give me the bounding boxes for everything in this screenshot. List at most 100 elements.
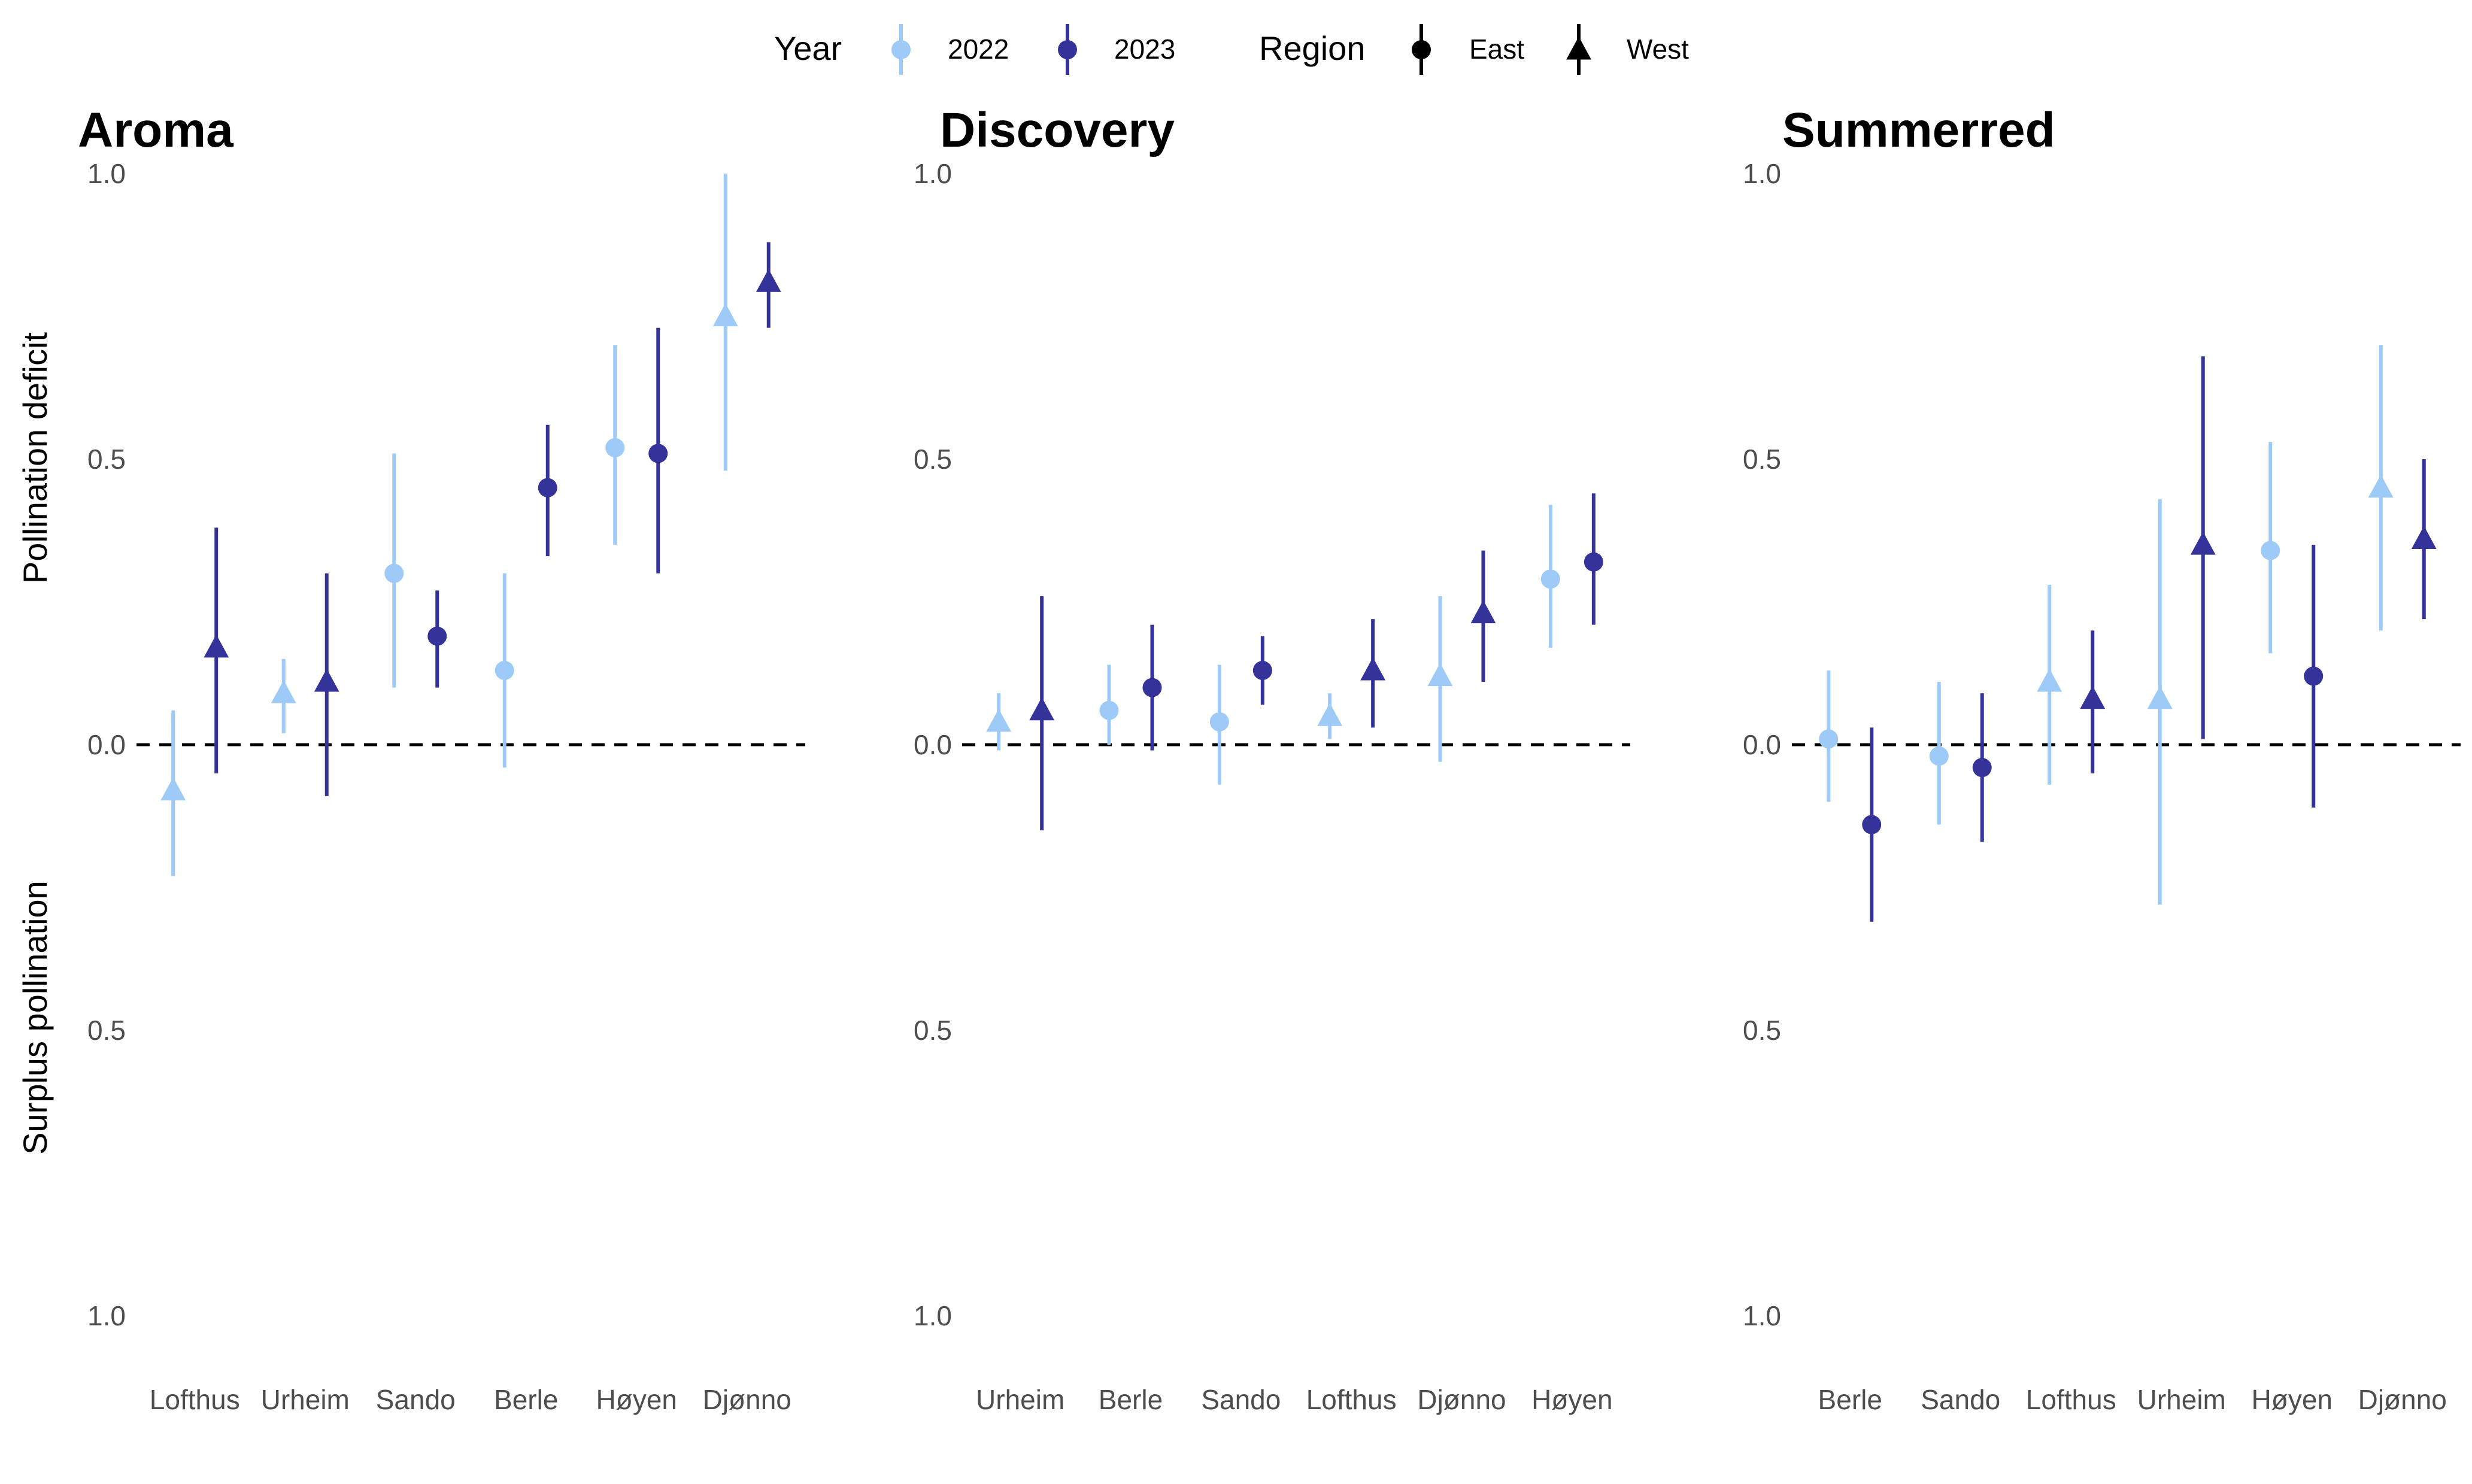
point-marker [314, 669, 339, 692]
y-tick-label: 1.0 [1743, 158, 1781, 189]
point-hoyen-2023 [1584, 493, 1603, 625]
point-marker [756, 269, 781, 292]
panel-title: Summerred [1782, 103, 2055, 157]
point-sando-2022 [1209, 664, 1229, 785]
point-sando-2023 [427, 590, 447, 688]
y-tick-label: 0.5 [87, 444, 126, 475]
x-tick-label-urheim: Urheim [2137, 1384, 2226, 1415]
legend-marker-east [1412, 40, 1431, 59]
point-berle-2023 [538, 424, 557, 557]
point-lofthus-2023 [2080, 630, 2106, 773]
point-marker [1360, 657, 1386, 681]
point-hoyen-2023 [648, 327, 668, 573]
point-marker [648, 444, 668, 463]
point-berle-2023 [1142, 624, 1162, 751]
point-urheim-2023 [1029, 596, 1055, 831]
x-tick-label-hoyen: Høyen [2252, 1384, 2333, 1415]
point-marker [1252, 660, 1272, 680]
x-tick-label-djonno: Djønno [1417, 1384, 1506, 1415]
point-lofthus-2022 [2037, 584, 2062, 785]
point-djonno-2023 [756, 242, 781, 328]
point-marker [1029, 697, 1055, 721]
point-hoyen-2023 [2304, 545, 2324, 808]
y-axis-label-deficit: Pollination deficit [16, 332, 54, 584]
point-marker [2411, 526, 2437, 550]
legend: Year Region 2022 2023 East West [774, 24, 1689, 75]
point-djonno-2023 [1470, 550, 1496, 682]
point-marker [2304, 666, 2324, 686]
point-marker [986, 708, 1012, 732]
point-marker [1142, 678, 1162, 697]
y-tick-label: 1.0 [1743, 1300, 1781, 1331]
point-marker [2147, 685, 2173, 709]
x-tick-label-berle: Berle [1818, 1384, 1882, 1415]
legend-marker-2022 [891, 40, 911, 59]
point-marker [1209, 712, 1229, 732]
y-tick-label: 1.0 [87, 1300, 126, 1331]
point-marker [495, 660, 514, 680]
point-berle-2023 [1862, 727, 1882, 922]
y-tick-label: 0.0 [1743, 729, 1781, 760]
point-marker [2261, 541, 2280, 560]
x-tick-label-sando: Sando [1921, 1384, 2000, 1415]
legend-key-west: West [1566, 24, 1689, 75]
point-marker [2190, 532, 2216, 555]
point-lofthus-2023 [1360, 619, 1386, 728]
point-berle-2022 [1819, 670, 1839, 802]
point-urheim-2023 [314, 573, 339, 796]
point-urheim-2022 [2147, 499, 2173, 905]
point-marker [1099, 700, 1119, 720]
point-hoyen-2022 [2261, 442, 2280, 654]
x-tick-label-lofthus: Lofthus [2026, 1384, 2116, 1415]
panel-title: Aroma [78, 103, 234, 157]
point-berle-2022 [495, 573, 514, 768]
legend-title-year: Year [774, 29, 842, 67]
point-marker [204, 634, 229, 658]
x-tick-label-hoyen: Høyen [1531, 1384, 1612, 1415]
legend-title-region: Region [1259, 29, 1365, 67]
point-marker [1470, 600, 1496, 624]
point-marker [1819, 729, 1839, 749]
point-marker [605, 438, 625, 457]
point-marker [1427, 663, 1453, 687]
legend-label-2022: 2022 [948, 34, 1009, 65]
point-djonno-2022 [1427, 596, 1453, 762]
y-axis-label-surplus: Surplus pollination [16, 881, 54, 1155]
legend-marker-2023 [1058, 40, 1077, 59]
point-marker [2368, 474, 2394, 498]
legend-label-east: East [1469, 34, 1524, 65]
y-tick-label: 1.0 [914, 1300, 952, 1331]
point-marker [160, 777, 186, 800]
point-urheim-2023 [2190, 356, 2216, 739]
point-marker [538, 478, 557, 497]
point-marker [427, 626, 447, 646]
legend-key-east: East [1412, 24, 1524, 75]
x-tick-label-lofthus: Lofthus [1306, 1384, 1397, 1415]
point-urheim-2022 [986, 693, 1012, 751]
x-tick-label-sando: Sando [1201, 1384, 1281, 1415]
legend-label-2023: 2023 [1114, 34, 1175, 65]
point-marker [384, 563, 404, 583]
point-hoyen-2022 [605, 345, 625, 545]
point-lofthus-2022 [1317, 693, 1343, 739]
y-tick-label: 0.5 [914, 1015, 952, 1046]
y-tick-label: 1.0 [87, 158, 126, 189]
point-marker [1317, 703, 1343, 726]
y-tick-label: 0.0 [87, 729, 126, 760]
point-sando-2022 [384, 453, 404, 688]
point-hoyen-2022 [1540, 505, 1560, 648]
x-tick-label-lofthus: Lofthus [150, 1384, 240, 1415]
point-marker [1929, 746, 1949, 766]
point-marker [712, 303, 738, 326]
legend-key-2022: 2022 [891, 24, 1009, 75]
point-sando-2023 [1252, 636, 1272, 705]
point-berle-2022 [1099, 664, 1119, 745]
point-marker [2037, 669, 2062, 692]
x-tick-label-hoyen: Høyen [596, 1384, 677, 1415]
point-lofthus-2023 [204, 527, 229, 773]
point-marker [1584, 552, 1603, 572]
x-tick-label-berle: Berle [1099, 1384, 1163, 1415]
